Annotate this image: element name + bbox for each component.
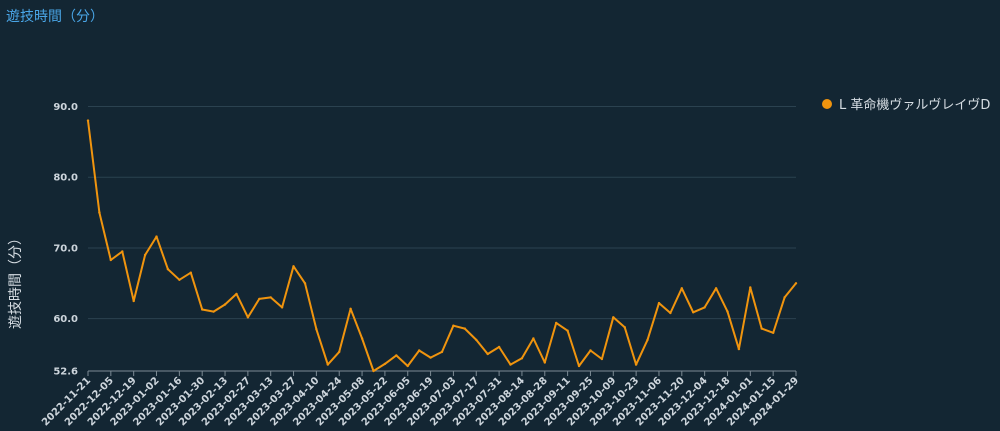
data-point[interactable] <box>772 331 775 334</box>
data-point[interactable] <box>600 357 604 361</box>
data-point[interactable] <box>749 286 752 289</box>
data-point[interactable] <box>612 316 615 319</box>
y-tick-label: 52.6 <box>53 367 78 378</box>
data-point[interactable] <box>657 301 661 305</box>
data-point[interactable] <box>315 328 318 331</box>
data-point[interactable] <box>86 119 90 122</box>
data-point[interactable] <box>577 364 581 368</box>
data-point[interactable] <box>589 349 592 352</box>
data-point[interactable] <box>714 287 718 290</box>
data-point[interactable] <box>212 310 215 313</box>
data-point[interactable] <box>566 329 569 332</box>
data-point[interactable] <box>440 350 444 354</box>
data-point[interactable] <box>98 211 101 214</box>
data-point[interactable] <box>132 299 135 303</box>
data-point[interactable] <box>258 297 261 301</box>
data-point[interactable] <box>303 282 307 285</box>
data-point[interactable] <box>497 345 501 349</box>
data-point[interactable] <box>189 271 192 274</box>
data-point[interactable] <box>360 337 364 340</box>
data-point[interactable] <box>737 347 741 351</box>
chart-title: 遊技時間（分） <box>6 9 104 25</box>
data-point[interactable] <box>520 357 524 360</box>
data-point[interactable] <box>669 311 672 315</box>
data-point[interactable] <box>383 362 387 366</box>
legend-marker-icon <box>822 98 832 109</box>
data-point[interactable] <box>463 327 466 330</box>
data-point[interactable] <box>783 296 786 299</box>
data-point[interactable] <box>429 356 432 359</box>
data-point[interactable] <box>143 253 147 257</box>
x-axis-ticks: 2022-11-212022-12-052022-12-192023-01-02… <box>40 371 801 428</box>
data-point[interactable] <box>280 306 284 309</box>
gridlines <box>88 106 796 372</box>
data-point[interactable] <box>349 307 352 310</box>
legend-item[interactable]: L 革命機ヴァルヴレイヴD <box>822 94 990 113</box>
data-point[interactable] <box>326 363 329 366</box>
data-point[interactable] <box>269 296 272 299</box>
series-group <box>86 119 798 373</box>
data-point[interactable] <box>634 363 638 366</box>
data-point[interactable] <box>532 337 535 340</box>
data-point[interactable] <box>121 250 124 253</box>
data-point[interactable] <box>155 235 158 238</box>
data-point[interactable] <box>292 265 295 268</box>
data-point[interactable] <box>338 350 341 354</box>
data-point[interactable] <box>235 292 238 296</box>
data-point[interactable] <box>372 369 375 373</box>
data-point[interactable] <box>452 324 455 327</box>
data-point[interactable] <box>109 258 113 262</box>
data-point[interactable] <box>201 308 204 311</box>
data-point[interactable] <box>223 303 227 306</box>
data-point[interactable] <box>166 268 170 271</box>
series-line[interactable] <box>87 120 797 372</box>
data-point[interactable] <box>555 321 558 325</box>
y-tick-label: 80.0 <box>53 173 78 184</box>
data-point[interactable] <box>794 282 798 285</box>
data-point[interactable] <box>703 306 706 309</box>
data-point[interactable] <box>646 338 649 342</box>
data-point[interactable] <box>395 354 398 357</box>
data-point[interactable] <box>543 361 546 364</box>
data-point[interactable] <box>680 287 683 290</box>
y-tick-label: 60.0 <box>53 314 78 325</box>
data-point[interactable] <box>509 363 512 366</box>
y-axis-ticks: 52.6 60.0 70.0 80.0 90.0 <box>53 102 78 378</box>
data-point[interactable] <box>623 326 626 329</box>
data-point[interactable] <box>246 316 250 319</box>
data-point[interactable] <box>692 311 695 314</box>
data-point[interactable] <box>486 352 489 356</box>
data-point[interactable] <box>475 338 478 342</box>
legend-label: L 革命機ヴァルヴレイヴD <box>839 98 991 113</box>
data-point[interactable] <box>726 310 729 313</box>
data-point[interactable] <box>406 364 409 368</box>
data-point[interactable] <box>418 349 421 352</box>
y-tick-label: 70.0 <box>53 243 78 254</box>
data-point[interactable] <box>760 327 763 330</box>
y-tick-label: 90.0 <box>53 102 78 113</box>
data-point[interactable] <box>178 278 181 281</box>
y-axis-label: 遊技時間（分） <box>8 231 24 329</box>
